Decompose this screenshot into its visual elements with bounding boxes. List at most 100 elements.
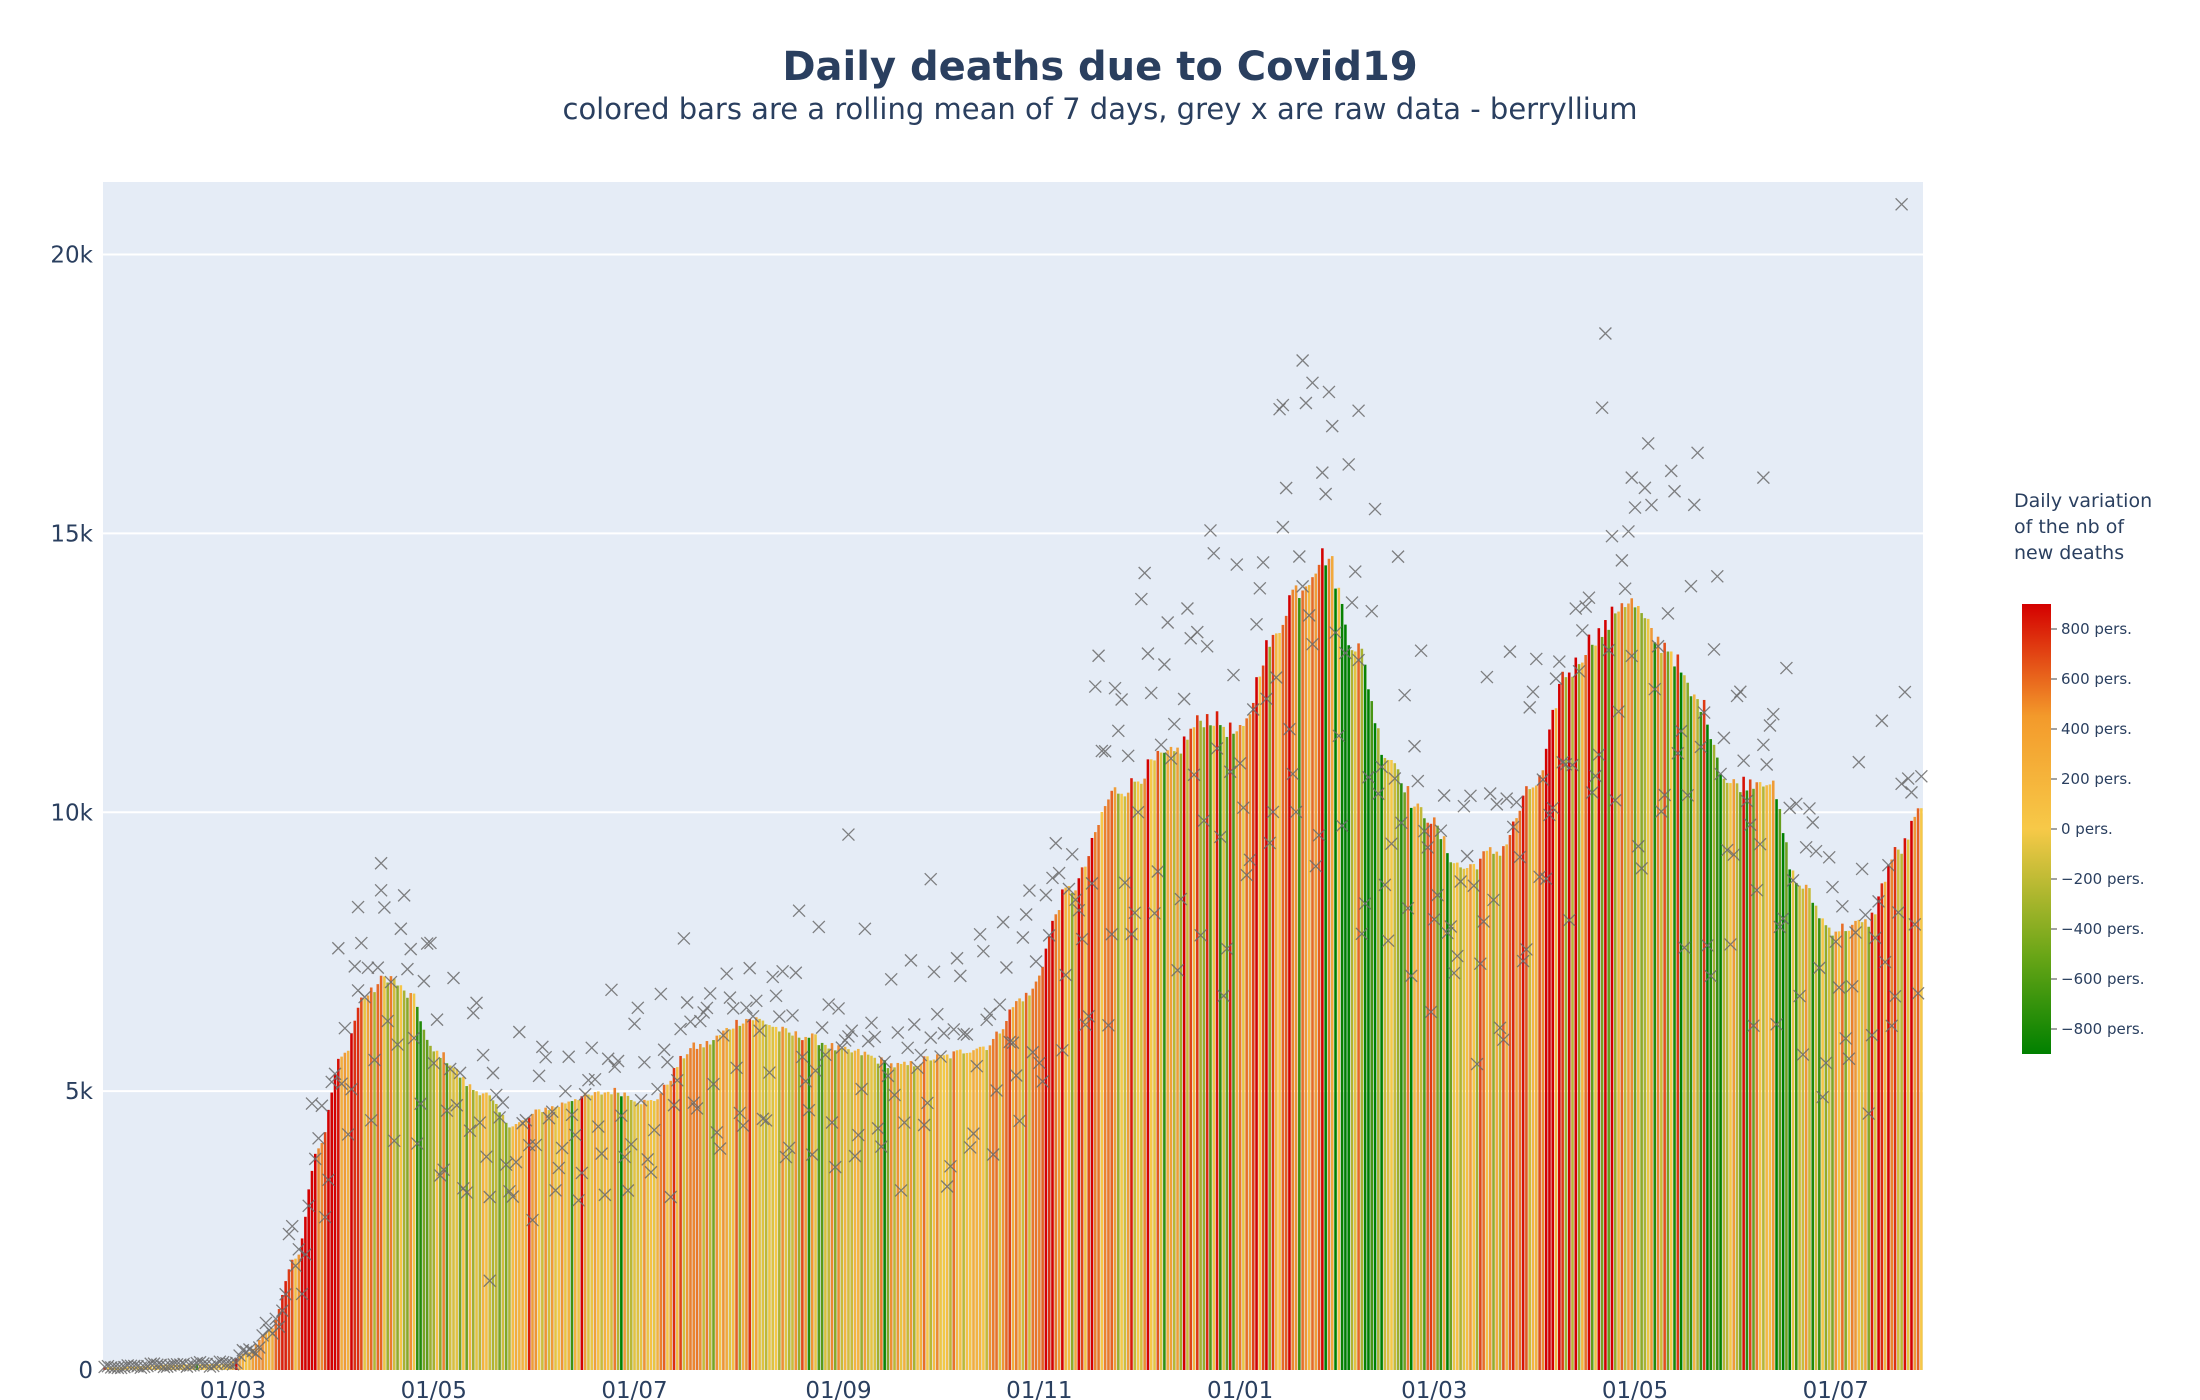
raw-data-marker bbox=[1381, 934, 1395, 948]
rolling-mean-bar bbox=[939, 1054, 942, 1370]
rolling-mean-bar bbox=[738, 1025, 742, 1370]
raw-data-marker bbox=[1648, 682, 1662, 696]
raw-data-marker bbox=[259, 1316, 273, 1330]
rolling-mean-bar bbox=[1528, 789, 1531, 1370]
rolling-mean-bar bbox=[284, 1281, 287, 1370]
rolling-mean-bar bbox=[1225, 736, 1229, 1370]
rolling-mean-bar bbox=[1597, 628, 1601, 1370]
raw-data-marker bbox=[1444, 920, 1458, 933]
raw-data-marker bbox=[690, 1102, 704, 1115]
raw-data-marker bbox=[674, 1022, 688, 1036]
rolling-mean-bar bbox=[1367, 689, 1370, 1370]
raw-data-marker bbox=[1901, 772, 1915, 786]
rolling-mean-bar bbox=[337, 1058, 340, 1370]
rolling-mean-bar bbox=[277, 1309, 281, 1370]
raw-data-marker bbox=[1855, 862, 1869, 876]
raw-data-marker bbox=[1207, 546, 1221, 560]
raw-data-marker bbox=[647, 1123, 661, 1137]
raw-data-marker bbox=[1562, 913, 1576, 927]
rolling-mean-bar bbox=[926, 1056, 929, 1370]
rolling-mean-bar bbox=[1090, 837, 1094, 1370]
raw-data-marker bbox=[1747, 1019, 1760, 1033]
rolling-mean-bar bbox=[1459, 867, 1462, 1370]
raw-data-marker bbox=[841, 828, 855, 842]
rolling-mean-bar bbox=[695, 1048, 699, 1370]
raw-data-marker bbox=[1552, 655, 1566, 669]
raw-data-marker bbox=[1592, 748, 1606, 762]
raw-data-marker bbox=[1019, 908, 1033, 921]
rolling-mean-bar bbox=[712, 1040, 715, 1370]
raw-data-marker bbox=[1253, 581, 1267, 595]
rolling-mean-bar bbox=[1827, 927, 1831, 1370]
raw-data-marker bbox=[1645, 498, 1658, 512]
raw-data-marker bbox=[1352, 653, 1366, 667]
rolling-mean-bar bbox=[304, 1216, 307, 1370]
rolling-mean-bar bbox=[1307, 585, 1311, 1370]
raw-data-marker bbox=[733, 1106, 747, 1120]
raw-data-marker bbox=[967, 1127, 980, 1141]
raw-data-marker bbox=[739, 1001, 753, 1015]
raw-data-marker bbox=[743, 961, 757, 975]
raw-data-marker bbox=[549, 1183, 562, 1197]
rolling-mean-bar bbox=[1742, 776, 1745, 1370]
rolling-mean-bar bbox=[439, 1057, 442, 1370]
rolling-mean-bar bbox=[949, 1058, 952, 1370]
rolling-mean-bar bbox=[1064, 887, 1067, 1370]
rolling-mean-bar bbox=[1834, 931, 1838, 1370]
rolling-mean-bar bbox=[830, 1043, 834, 1370]
rolling-mean-bar bbox=[1219, 725, 1222, 1370]
rolling-mean-bar bbox=[376, 984, 380, 1370]
raw-data-marker bbox=[473, 1116, 487, 1130]
raw-data-marker bbox=[1506, 820, 1520, 834]
raw-data-marker bbox=[1296, 354, 1310, 367]
rolling-mean-bar bbox=[1386, 759, 1390, 1370]
raw-data-marker bbox=[1595, 401, 1609, 415]
raw-data-marker bbox=[404, 942, 418, 956]
raw-data-marker bbox=[848, 1149, 862, 1163]
rolling-mean-bar bbox=[916, 1065, 919, 1370]
raw-data-marker bbox=[608, 1060, 622, 1074]
rolling-mean-bar bbox=[1462, 868, 1466, 1370]
rolling-mean-bar bbox=[1284, 615, 1288, 1370]
rolling-mean-bar bbox=[1669, 651, 1673, 1370]
rolling-mean-bar bbox=[1735, 783, 1739, 1370]
raw-data-marker bbox=[391, 1038, 405, 1051]
rolling-mean-bar bbox=[735, 1019, 738, 1370]
y-tick-label: 20k bbox=[50, 243, 93, 269]
rolling-mean-bar bbox=[936, 1054, 939, 1370]
rolling-mean-bar bbox=[745, 1018, 748, 1370]
raw-data-marker bbox=[1286, 767, 1300, 781]
raw-data-marker bbox=[1753, 837, 1767, 851]
raw-data-marker bbox=[486, 1066, 500, 1080]
rolling-mean-bar bbox=[1567, 672, 1571, 1370]
rolling-mean-bar bbox=[1706, 724, 1709, 1370]
raw-data-marker bbox=[377, 901, 391, 914]
rolling-mean-bar bbox=[1482, 851, 1485, 1370]
raw-data-marker bbox=[1598, 327, 1612, 340]
raw-data-marker bbox=[993, 998, 1007, 1012]
raw-data-marker bbox=[1246, 703, 1260, 716]
chart-subtitle: colored bars are a rolling mean of 7 day… bbox=[562, 92, 1638, 126]
raw-data-marker bbox=[1793, 989, 1807, 1003]
colorbar-tick-label: −600 pers. bbox=[2061, 970, 2144, 988]
rolling-mean-bar bbox=[715, 1035, 719, 1370]
rolling-mean-bar bbox=[363, 998, 366, 1370]
raw-data-marker bbox=[1615, 553, 1629, 567]
raw-data-marker bbox=[483, 1274, 497, 1288]
rolling-mean-bar bbox=[478, 1095, 482, 1370]
raw-data-marker bbox=[1065, 847, 1079, 861]
raw-data-marker bbox=[552, 1161, 566, 1175]
raw-data-marker bbox=[628, 1017, 641, 1031]
rolling-mean-bar bbox=[531, 1113, 534, 1370]
raw-data-marker bbox=[1269, 671, 1283, 684]
rolling-mean-bar bbox=[1097, 825, 1100, 1370]
raw-data-marker bbox=[1365, 604, 1379, 618]
raw-data-marker bbox=[364, 1113, 378, 1127]
raw-data-marker bbox=[328, 1067, 342, 1081]
rolling-mean-bar bbox=[1590, 644, 1594, 1370]
raw-data-marker bbox=[532, 1069, 546, 1083]
raw-data-marker bbox=[1608, 793, 1622, 807]
raw-data-marker bbox=[835, 1041, 849, 1055]
raw-data-marker bbox=[1243, 853, 1257, 867]
rolling-mean-bar bbox=[1044, 948, 1048, 1370]
